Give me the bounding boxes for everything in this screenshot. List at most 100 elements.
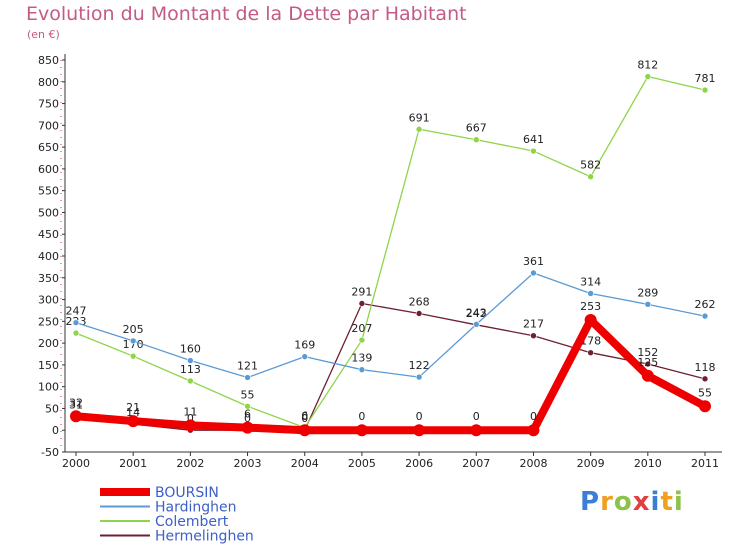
data-label-hardinghen: 121 — [237, 360, 258, 373]
y-tick-label: 250 — [38, 315, 59, 328]
data-label-boursin: 0 — [530, 410, 537, 423]
series-line-hardinghen — [75, 272, 706, 379]
y-tick-label: 0 — [52, 424, 59, 437]
data-label-hermelinghen: 268 — [409, 295, 430, 308]
data-point-boursin — [127, 415, 140, 428]
data-point-hardinghen — [187, 357, 194, 364]
data-label-boursin: 32 — [69, 396, 83, 409]
data-label-hermelinghen: 242 — [466, 307, 487, 320]
data-point-hermelinghen — [530, 332, 537, 340]
data-label-hardinghen: 205 — [123, 323, 144, 336]
data-label-boursin: 55 — [698, 386, 712, 399]
y-tick-label: 400 — [38, 250, 59, 263]
data-label-boursin: 0 — [416, 410, 423, 423]
data-point-boursin — [241, 421, 254, 434]
data-label-colembert: 781 — [695, 72, 716, 85]
logo-letter: o — [613, 487, 633, 517]
data-label-boursin: 0 — [358, 410, 365, 423]
series-line-hermelinghen — [75, 302, 706, 431]
data-point-hermelinghen — [358, 300, 366, 307]
data-point-colembert — [701, 86, 709, 94]
logo-letter: i — [673, 487, 684, 517]
x-tick-label: 2006 — [405, 457, 433, 470]
data-point-colembert — [72, 329, 80, 337]
data-label-colembert: 170 — [123, 338, 144, 351]
data-label-hardinghen: 122 — [409, 359, 430, 372]
data-label-colembert: 113 — [180, 363, 201, 376]
y-tick-label: 550 — [38, 185, 59, 198]
data-point-hermelinghen — [587, 349, 594, 356]
data-label-hermelinghen: 118 — [695, 361, 716, 374]
data-label-boursin: 21 — [126, 401, 140, 414]
data-point-colembert — [244, 402, 251, 410]
data-point-boursin — [70, 410, 82, 423]
data-point-hardinghen — [129, 337, 137, 345]
data-label-colembert: 582 — [580, 159, 601, 172]
legend-label-hermelinghen: Hermelinghen — [155, 529, 254, 545]
data-point-colembert — [530, 147, 537, 155]
data-label-boursin: 253 — [580, 300, 601, 313]
data-label-hardinghen: 289 — [637, 286, 658, 299]
data-point-colembert — [644, 73, 652, 80]
y-tick-label: 300 — [38, 294, 59, 307]
series-line-colembert — [75, 75, 706, 429]
data-point-hardinghen — [472, 321, 480, 328]
y-tick-label: -50 — [41, 446, 59, 459]
data-label-hermelinghen: 217 — [523, 318, 544, 331]
logo-letter: t — [660, 487, 674, 517]
data-point-boursin — [699, 400, 711, 413]
data-point-hermelinghen — [644, 360, 652, 368]
y-tick-label: 450 — [38, 228, 59, 241]
data-label-hardinghen: 247 — [66, 305, 87, 318]
data-point-boursin — [413, 424, 426, 437]
x-tick-label: 2008 — [519, 457, 547, 470]
chart-subtitle: (en €) — [27, 28, 60, 41]
data-label-boursin: 125 — [637, 356, 658, 369]
x-tick-label: 2001 — [119, 457, 147, 470]
logo-letter: P — [580, 487, 601, 517]
data-point-boursin — [584, 314, 597, 327]
y-tick-label: 500 — [38, 206, 59, 219]
data-label-colembert: 207 — [351, 322, 372, 335]
data-point-hermelinghen — [415, 310, 423, 317]
data-point-hardinghen — [530, 269, 537, 277]
data-point-colembert — [187, 377, 194, 385]
data-label-hardinghen: 314 — [580, 275, 601, 288]
y-tick-label: 700 — [38, 119, 59, 132]
x-tick-label: 2002 — [176, 457, 204, 470]
data-label-hardinghen: 160 — [180, 343, 201, 356]
logo-letter: x — [632, 487, 651, 517]
data-label-colembert: 6 — [301, 410, 308, 423]
data-label-boursin: 0 — [473, 410, 480, 423]
data-label-hardinghen: 361 — [523, 255, 544, 268]
legend-label-boursin: BOURSIN — [155, 485, 219, 501]
data-label-colembert: 812 — [637, 59, 658, 72]
x-tick-label: 2007 — [462, 457, 490, 470]
data-point-hardinghen — [358, 366, 366, 373]
data-point-hermelinghen — [701, 375, 709, 383]
data-point-hardinghen — [587, 290, 594, 297]
y-tick-label: 850 — [38, 54, 59, 67]
chart-title: Evolution du Montant de la Dette par Hab… — [26, 3, 467, 25]
x-tick-label: 2010 — [634, 457, 662, 470]
data-point-colembert — [129, 352, 137, 360]
y-tick-label: 650 — [38, 141, 59, 154]
data-label-colembert: 55 — [241, 388, 255, 401]
y-tick-label: 150 — [38, 359, 59, 372]
data-label-hardinghen: 243 — [466, 306, 487, 319]
data-label-hardinghen: 139 — [351, 352, 372, 365]
data-label-hermelinghen: 14 — [126, 406, 140, 419]
data-label-colembert: 641 — [523, 133, 544, 146]
data-point-boursin — [298, 424, 311, 437]
y-tick-label: 600 — [38, 163, 59, 176]
data-point-boursin — [355, 424, 368, 437]
y-tick-label: 100 — [38, 381, 59, 394]
data-point-hardinghen — [244, 374, 251, 381]
data-label-hermelinghen: 152 — [637, 346, 658, 359]
data-point-colembert — [358, 336, 366, 344]
y-tick-label: 750 — [38, 98, 59, 111]
x-tick-label: 2000 — [62, 457, 90, 470]
data-label-colembert: 667 — [466, 122, 487, 135]
